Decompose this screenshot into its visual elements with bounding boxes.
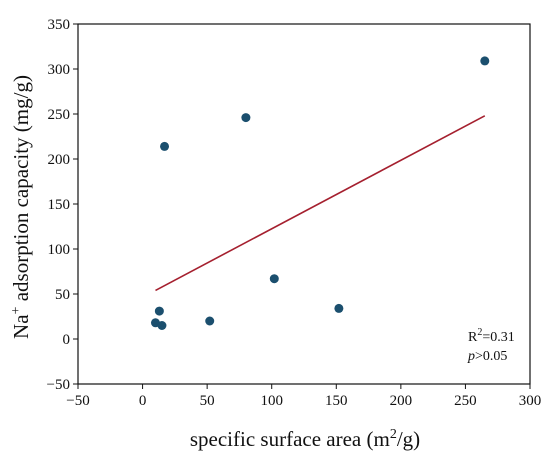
- x-axis-title: specific surface area (m2/g): [190, 427, 420, 451]
- y-tick-label: 250: [48, 107, 71, 123]
- data-points: [150, 56, 490, 330]
- p-value-label: p>0.05: [467, 349, 507, 364]
- r-squared-label: R2=0.31: [468, 327, 515, 345]
- data-point: [157, 321, 167, 330]
- y-tick-label: 350: [48, 17, 71, 33]
- y-tick-label: 0: [63, 332, 71, 348]
- x-tick-label: 250: [454, 393, 477, 409]
- data-point: [160, 141, 170, 151]
- data-point: [334, 303, 344, 313]
- x-tick-label: 100: [260, 393, 283, 409]
- x-tick-label: 0: [139, 393, 147, 409]
- y-axis-ticks: −50 0 50 100 150 200 250 300 350: [47, 17, 78, 393]
- data-point: [480, 56, 490, 66]
- x-tick-label: 150: [325, 393, 348, 409]
- y-axis-title: Na+ adsorption capacity (mg/g): [9, 75, 33, 339]
- x-tick-label: 200: [390, 393, 413, 409]
- x-tick-label: 50: [200, 393, 215, 409]
- x-tick-label: 300: [519, 393, 542, 409]
- y-tick-label: 300: [48, 62, 71, 78]
- data-point: [205, 316, 215, 326]
- data-point: [269, 274, 279, 284]
- data-point: [241, 113, 251, 123]
- x-tick-label: −50: [66, 393, 89, 409]
- y-tick-label: 150: [48, 197, 71, 213]
- y-tick-label: 200: [48, 152, 71, 168]
- y-tick-label: 50: [55, 287, 70, 303]
- y-tick-label: 100: [48, 242, 71, 258]
- regression-line: [155, 115, 486, 292]
- data-point: [154, 306, 164, 316]
- y-tick-label: −50: [47, 377, 70, 393]
- x-axis-ticks: −50 0 50 100 150 200 250 300: [66, 384, 541, 409]
- plot-frame: [77, 23, 531, 385]
